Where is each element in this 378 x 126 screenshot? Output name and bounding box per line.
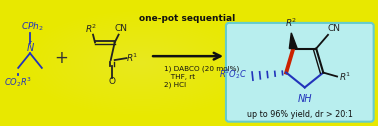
Text: CPh$_2$: CPh$_2$ [20, 21, 43, 33]
Text: ··: ·· [28, 39, 32, 45]
Polygon shape [289, 33, 297, 49]
Text: CN: CN [114, 24, 127, 33]
Text: THF, rt: THF, rt [164, 74, 195, 80]
Text: R$^2$: R$^2$ [85, 23, 97, 35]
Text: N: N [26, 43, 34, 53]
Text: 2) HCl: 2) HCl [164, 82, 186, 88]
FancyArrowPatch shape [153, 53, 220, 59]
Text: +: + [54, 49, 68, 67]
Text: R$^1$: R$^1$ [127, 52, 138, 64]
Text: R$^1$: R$^1$ [339, 70, 351, 83]
FancyBboxPatch shape [226, 23, 374, 122]
Text: 1) DABCO (20 mol%): 1) DABCO (20 mol%) [164, 66, 239, 72]
Text: up to 96% yield, dr > 20:1: up to 96% yield, dr > 20:1 [247, 110, 353, 119]
Text: R$^3$O$_2$C: R$^3$O$_2$C [219, 68, 247, 82]
Text: CN: CN [327, 24, 341, 34]
Text: NH: NH [297, 94, 312, 104]
Text: O: O [108, 77, 115, 86]
Text: R$^2$: R$^2$ [285, 17, 297, 29]
Text: CO$_2$R$^3$: CO$_2$R$^3$ [4, 75, 32, 89]
Text: one-pot sequential: one-pot sequential [139, 14, 235, 23]
